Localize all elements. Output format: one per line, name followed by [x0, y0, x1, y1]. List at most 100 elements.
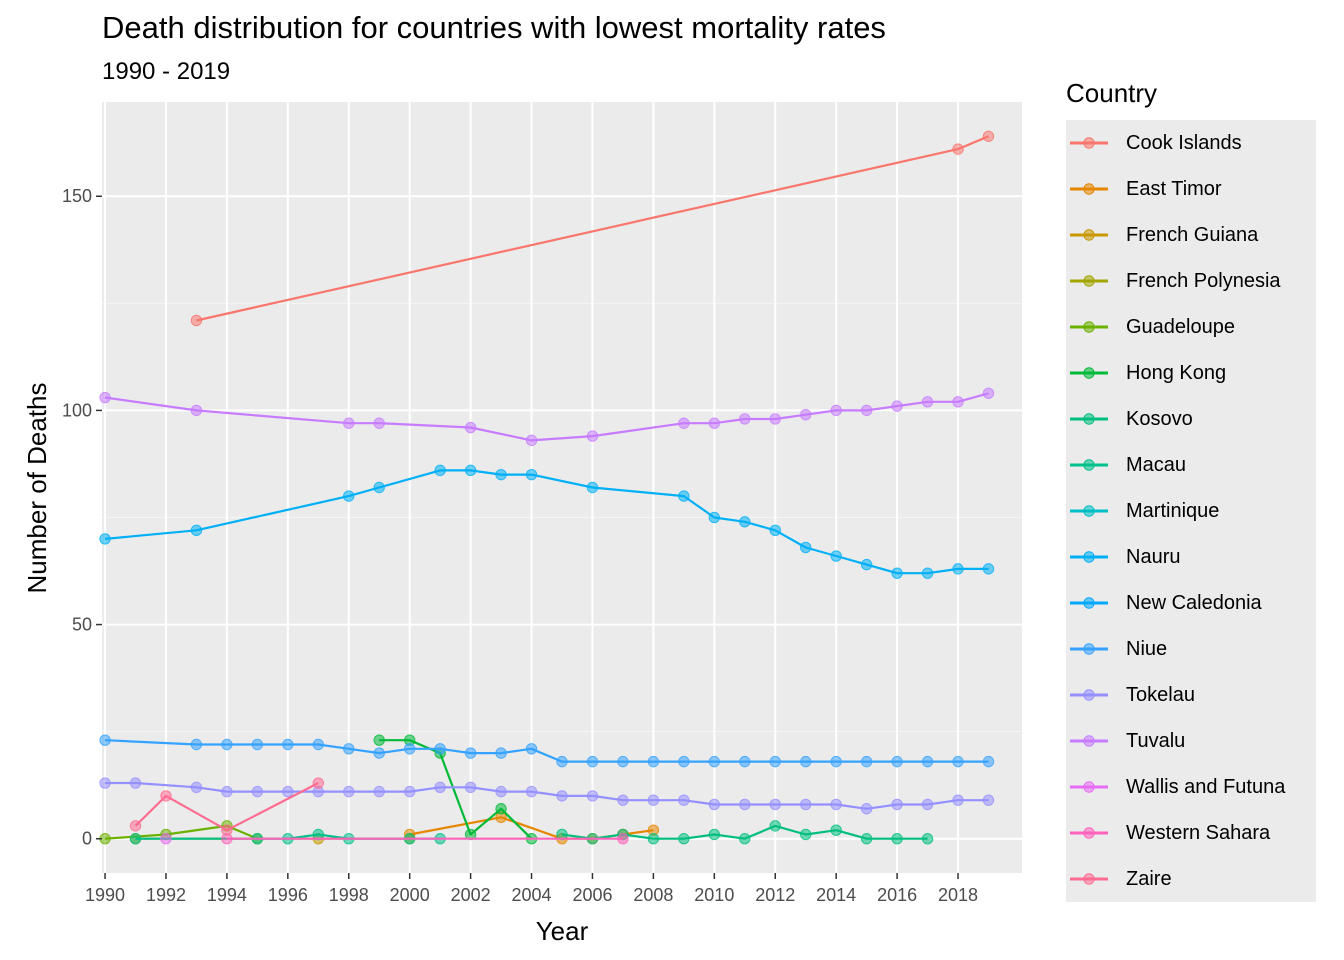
data-point-nauru [464, 464, 477, 477]
data-point-nauru [921, 567, 934, 579]
x-tick-label: 2004 [512, 885, 552, 905]
data-point-kosovo [860, 833, 873, 845]
legend-label: Nauru [1126, 545, 1181, 568]
data-point-tuvalu [373, 417, 385, 429]
data-point-tuvalu [464, 421, 477, 434]
legend-item-hong-kong: Hong Kong [1066, 350, 1316, 396]
legend-item-french-guiana: French Guiana [1066, 212, 1316, 258]
data-point-tokelau [830, 798, 842, 811]
data-point-niue [860, 755, 873, 768]
series-line-zaire [134, 782, 319, 832]
data-point-tokelau [800, 798, 812, 811]
data-point-tokelau [221, 785, 233, 798]
legend-key-niue [1070, 643, 1108, 655]
legend-key-french-polynesia [1070, 275, 1108, 287]
data-point-tuvalu [921, 396, 934, 408]
legend-label: Tuvalu [1126, 729, 1186, 752]
data-point-nauru [586, 481, 599, 494]
data-point-kosovo [647, 833, 660, 845]
legend-key-french-guiana [1070, 229, 1108, 241]
data-point-tokelau [647, 794, 660, 806]
x-tick-label: 2000 [390, 885, 430, 905]
data-point-tuvalu [891, 400, 903, 412]
legend-key-kosovo [1070, 413, 1108, 425]
data-point-tokelau [495, 785, 507, 798]
data-point-nauru [99, 533, 111, 545]
data-point-zaire [221, 824, 233, 836]
data-point-niue [708, 755, 721, 768]
legend-label: Tokelau [1126, 683, 1195, 706]
legend-key-east-timor [1070, 183, 1108, 195]
data-point-niue [190, 738, 203, 751]
legend-label: Guadeloupe [1126, 315, 1235, 338]
legend-key-guadeloupe [1070, 321, 1108, 333]
legend-item-macau: Macau [1066, 442, 1316, 488]
data-point-tuvalu [982, 387, 995, 399]
data-point-tuvalu [586, 430, 599, 442]
data-point-tokelau [708, 798, 721, 811]
legend-item-kosovo: Kosovo [1066, 396, 1316, 442]
data-point-niue [556, 755, 568, 768]
series-tuvalu [99, 387, 995, 447]
legend-key-hong-kong [1070, 367, 1108, 379]
legend-item-wallis-and-futuna: Wallis and Futuna [1066, 764, 1316, 810]
data-point-niue [221, 738, 233, 751]
chart-title: Death distribution for countries with lo… [102, 10, 886, 45]
data-point-nauru [343, 490, 355, 502]
data-point-wallis-and-futuna [160, 833, 172, 845]
data-point-zaire [160, 790, 172, 802]
data-point-niue [312, 738, 324, 751]
data-point-nauru [190, 524, 203, 537]
series-wallis-and-futuna [160, 833, 172, 845]
data-point-tokelau [678, 794, 690, 806]
data-point-kosovo [708, 828, 721, 841]
data-point-tuvalu [830, 404, 842, 417]
data-point-nauru [739, 516, 751, 528]
data-point-tokelau [464, 781, 477, 794]
data-point-tokelau [860, 803, 873, 815]
x-tick-label: 1990 [85, 885, 125, 905]
series-zaire [129, 777, 324, 836]
data-point-tokelau [343, 785, 355, 798]
data-point-tuvalu [769, 413, 781, 425]
series-cook-islands [190, 130, 995, 327]
legend-key-wallis-and-futuna [1070, 781, 1108, 793]
legend-label: Macau [1126, 453, 1187, 476]
data-point-tuvalu [343, 417, 355, 429]
y-tick-label: 50 [72, 615, 92, 635]
legend-label: Cook Islands [1126, 131, 1242, 154]
legend-label: Niue [1126, 637, 1168, 660]
data-point-tokelau [525, 785, 538, 798]
legend-label: Kosovo [1126, 407, 1193, 430]
data-point-nauru [891, 567, 903, 579]
series-layer [99, 130, 995, 845]
data-point-nauru [525, 468, 538, 481]
legend-key-zaire [1070, 873, 1108, 885]
legend-item-cook-islands: Cook Islands [1066, 120, 1316, 166]
y-axis: 0 50 100 150 [62, 186, 102, 849]
data-point-tuvalu [860, 404, 873, 417]
data-point-zaire [312, 777, 324, 789]
data-point-niue [434, 743, 446, 755]
x-tick-label: 2018 [938, 885, 978, 905]
series-tokelau [99, 777, 995, 815]
data-point-kosovo [891, 833, 903, 845]
data-point-tokelau [952, 794, 964, 806]
data-point-tuvalu [525, 434, 538, 447]
data-point-tokelau [434, 781, 446, 794]
legend-item-tokelau: Tokelau [1066, 672, 1316, 718]
data-point-niue [251, 738, 264, 751]
data-point-tuvalu [99, 391, 111, 404]
data-point-tokelau [403, 785, 416, 798]
data-point-nauru [678, 490, 690, 502]
legend-key-western-sahara [1070, 827, 1108, 839]
data-point-tokelau [99, 777, 111, 789]
legend-label: Wallis and Futuna [1126, 775, 1286, 798]
x-tick-label: 2014 [816, 885, 856, 905]
data-point-niue [921, 755, 934, 768]
data-point-tokelau [617, 794, 629, 806]
legend-title: Country [1066, 78, 1158, 108]
data-point-niue [678, 755, 690, 768]
x-tick-label: 2012 [755, 885, 795, 905]
data-point-tuvalu [739, 413, 751, 425]
